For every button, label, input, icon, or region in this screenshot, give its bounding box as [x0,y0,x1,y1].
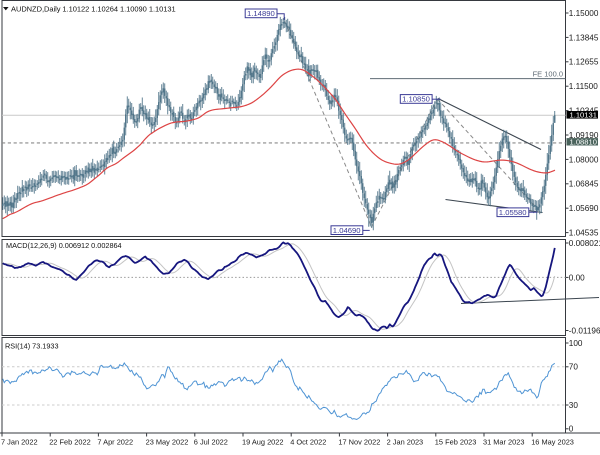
svg-text:1.11500: 1.11500 [569,82,598,91]
svg-text:0.008021: 0.008021 [569,239,600,248]
svg-text:-0.011962: -0.011962 [569,326,600,335]
svg-text:1.06845: 1.06845 [569,180,599,189]
svg-text:AUDNZD,Daily 1.10122 1.10264: AUDNZD,Daily 1.10122 1.10264 1.10090 1.1… [11,5,176,14]
svg-text:1.10850: 1.10850 [402,95,430,104]
svg-text:1.04690: 1.04690 [333,226,361,235]
svg-text:1.08000: 1.08000 [569,155,599,164]
svg-text:4 Oct 2022: 4 Oct 2022 [290,438,326,447]
svg-text:0.00: 0.00 [569,273,585,282]
svg-text:7 Jan 2022: 7 Jan 2022 [1,438,38,447]
svg-text:70: 70 [569,363,579,372]
svg-text:15 Feb 2023: 15 Feb 2023 [435,438,477,447]
svg-text:RSI(14) 73.1933: RSI(14) 73.1933 [5,342,59,351]
svg-text:0: 0 [569,425,574,434]
svg-text:100: 100 [569,339,583,348]
svg-text:6 Jul 2022: 6 Jul 2022 [194,438,228,447]
svg-text:31 Mar 2023: 31 Mar 2023 [483,438,525,447]
svg-text:16 May 2023: 16 May 2023 [531,438,574,447]
svg-text:23 May 2022: 23 May 2022 [146,438,189,447]
svg-text:30: 30 [569,401,579,410]
svg-text:1.08810: 1.08810 [570,138,597,147]
svg-text:MACD(12,26,9) 0.006912 0.00286: MACD(12,26,9) 0.006912 0.002864 [6,241,122,250]
svg-text:1.04535: 1.04535 [569,229,599,238]
svg-text:FE 100.0: FE 100.0 [533,70,563,79]
svg-text:17 Nov 2022: 17 Nov 2022 [338,438,380,447]
svg-text:7 Apr 2022: 7 Apr 2022 [97,438,133,447]
svg-text:1.13845: 1.13845 [569,33,599,42]
svg-text:1.05690: 1.05690 [569,204,599,213]
svg-text:22 Feb 2022: 22 Feb 2022 [49,438,91,447]
svg-text:1.12655: 1.12655 [569,58,599,67]
svg-text:2 Jan 2023: 2 Jan 2023 [387,438,424,447]
svg-text:1.15000: 1.15000 [569,9,599,18]
svg-text:1.05580: 1.05580 [499,208,527,217]
svg-text:1.10131: 1.10131 [570,110,597,119]
svg-text:19 Aug 2022: 19 Aug 2022 [242,438,284,447]
svg-text:1.14890: 1.14890 [247,9,275,18]
svg-text:1.09190: 1.09190 [569,131,599,140]
